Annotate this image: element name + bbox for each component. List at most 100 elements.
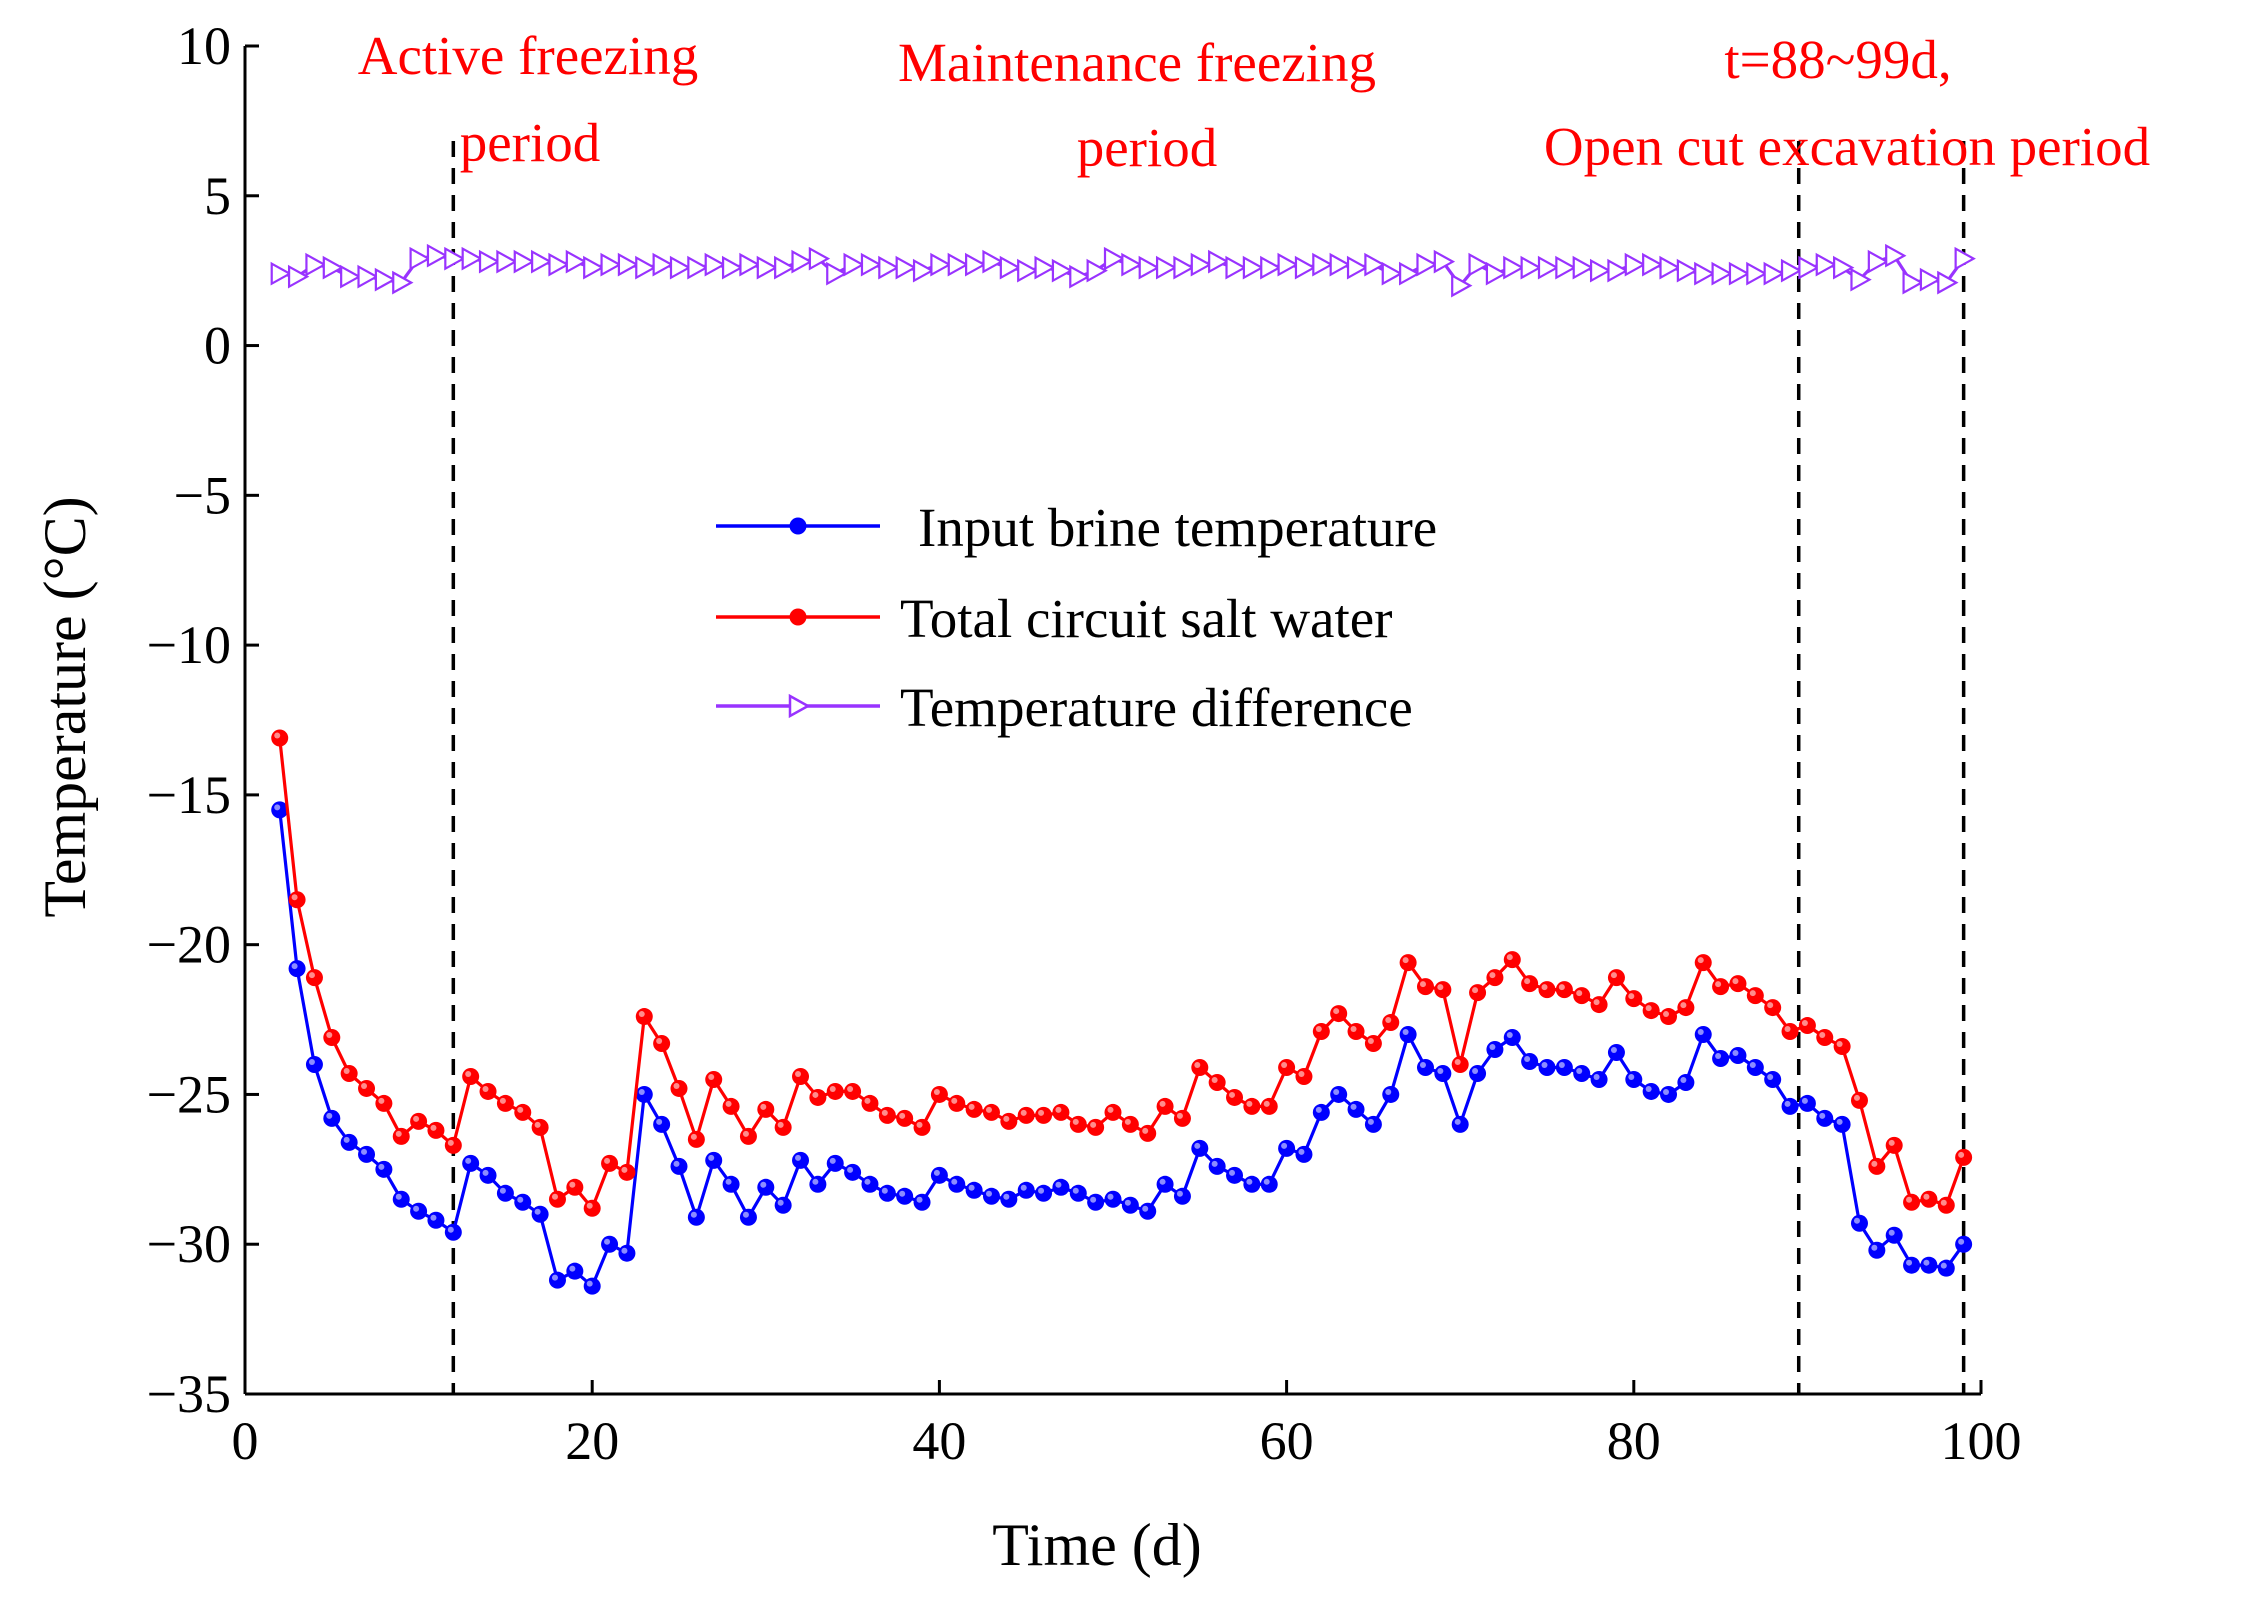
data-point-highlight (1749, 1061, 1756, 1068)
data-point-total-circuit-salt-water (1573, 987, 1591, 1005)
data-point-temperature-difference (1624, 252, 1647, 277)
data-point-highlight (1454, 1118, 1461, 1125)
data-point-total-circuit-salt-water (1920, 1190, 1938, 1208)
data-point-total-circuit-salt-water (878, 1106, 896, 1124)
data-point-input-brine-temperature (1573, 1064, 1591, 1082)
data-point-highlight (499, 1187, 506, 1194)
annotation-maint-line2: period (1077, 117, 1218, 178)
data-point-input-brine-temperature (635, 1085, 653, 1103)
data-point-temperature-difference (1155, 255, 1178, 280)
data-point-temperature-difference (374, 267, 397, 292)
data-point-total-circuit-salt-water (271, 729, 289, 747)
data-point-temperature-difference (1537, 255, 1560, 280)
data-point-highlight (1419, 981, 1426, 988)
data-point-highlight (1680, 1076, 1687, 1083)
data-point-input-brine-temperature (1052, 1178, 1070, 1196)
data-point-highlight (1801, 1097, 1808, 1104)
data-point-highlight (1263, 1178, 1270, 1185)
data-point-input-brine-temperature (826, 1154, 844, 1172)
data-point-highlight (1524, 1055, 1531, 1062)
data-point-input-brine-temperature (1087, 1193, 1105, 1211)
data-point-highlight (1819, 1032, 1826, 1039)
data-point-temperature-difference (1416, 252, 1438, 277)
data-point-highlight (1871, 1160, 1878, 1167)
data-point-temperature-difference (965, 252, 987, 277)
axes (243, 46, 1981, 1396)
data-point-input-brine-temperature (1955, 1235, 1973, 1253)
data-point-highlight (812, 1091, 819, 1098)
data-point-input-brine-temperature (1694, 1026, 1712, 1044)
data-point-temperature-difference (340, 264, 362, 289)
data-point-highlight (1176, 1112, 1183, 1119)
data-point-total-circuit-salt-water (1590, 996, 1608, 1014)
series-layer (270, 243, 1976, 1295)
data-point-total-circuit-salt-water (1469, 984, 1487, 1002)
data-point-highlight (551, 1193, 558, 1200)
legend: Input brine temperature Total circuit sa… (716, 497, 1437, 738)
data-point-total-circuit-salt-water (1226, 1088, 1244, 1106)
data-point-temperature-difference (1676, 258, 1699, 283)
data-point-input-brine-temperature (531, 1205, 549, 1223)
data-point-highlight (1645, 1085, 1652, 1092)
data-point-input-brine-temperature (1885, 1226, 1903, 1244)
data-point-total-circuit-salt-water (1434, 981, 1452, 999)
data-point-input-brine-temperature (1868, 1241, 1886, 1259)
legend-label-total-circuit: Total circuit salt water (900, 588, 1392, 649)
y-tick-label: −30 (147, 1214, 231, 1274)
data-point-temperature-difference (1364, 252, 1386, 277)
data-point-highlight (1124, 1199, 1131, 1206)
data-point-highlight (708, 1154, 715, 1161)
data-point-total-circuit-salt-water (410, 1112, 428, 1130)
legend-label-temp-diff: Temperature difference (900, 677, 1413, 738)
data-point-input-brine-temperature (358, 1145, 376, 1163)
data-point-total-circuit-salt-water (1416, 978, 1434, 996)
data-point-input-brine-temperature (1121, 1196, 1139, 1214)
data-point-input-brine-temperature (1625, 1070, 1643, 1088)
data-point-highlight (447, 1139, 454, 1146)
data-point-highlight (1437, 984, 1444, 991)
data-point-highlight (447, 1226, 454, 1233)
data-point-highlight (968, 1184, 975, 1191)
data-point-highlight (1558, 1061, 1565, 1068)
data-point-highlight (1020, 1109, 1027, 1116)
data-point-input-brine-temperature (1937, 1259, 1955, 1277)
data-point-highlight (1906, 1196, 1913, 1203)
data-point-highlight (1142, 1127, 1149, 1134)
data-point-highlight (656, 1118, 663, 1125)
data-point-highlight (1124, 1118, 1131, 1125)
data-point-input-brine-temperature (1000, 1190, 1018, 1208)
data-point-total-circuit-salt-water (1521, 975, 1539, 993)
data-point-temperature-difference (1902, 270, 1924, 295)
data-point-temperature-difference (617, 252, 640, 277)
data-point-input-brine-temperature (1816, 1109, 1834, 1127)
data-point-highlight (795, 1070, 802, 1077)
data-point-temperature-difference (1746, 261, 1768, 286)
data-point-highlight (413, 1115, 420, 1122)
data-point-highlight (985, 1106, 992, 1113)
data-point-total-circuit-salt-water (1833, 1038, 1851, 1056)
data-point-highlight (551, 1274, 558, 1281)
data-point-total-circuit-salt-water (375, 1094, 393, 1112)
data-point-highlight (1472, 1067, 1479, 1074)
data-point-total-circuit-salt-water (1017, 1106, 1035, 1124)
data-point-temperature-difference (1780, 258, 1803, 283)
data-point-highlight (725, 1100, 732, 1107)
data-point-total-circuit-salt-water (792, 1067, 810, 1085)
data-point-temperature-difference (1138, 255, 1160, 280)
data-point-highlight (777, 1121, 784, 1128)
data-point-total-circuit-salt-water (305, 969, 323, 987)
data-point-highlight (1888, 1139, 1895, 1146)
data-point-highlight (864, 1097, 871, 1104)
y-tick-label: −5 (174, 465, 231, 525)
data-point-highlight (1211, 1160, 1218, 1167)
data-point-temperature-difference (1017, 258, 1039, 283)
data-point-input-brine-temperature (583, 1277, 601, 1295)
y-tick-label: −10 (147, 615, 231, 675)
data-point-total-circuit-salt-water (635, 1008, 653, 1026)
data-point-total-circuit-salt-water (965, 1100, 983, 1118)
data-point-highlight (308, 1058, 315, 1065)
data-point-total-circuit-salt-water (444, 1136, 462, 1154)
data-point-temperature-difference (704, 252, 726, 277)
data-point-temperature-difference (1607, 258, 1629, 283)
data-point-highlight (482, 1085, 489, 1092)
